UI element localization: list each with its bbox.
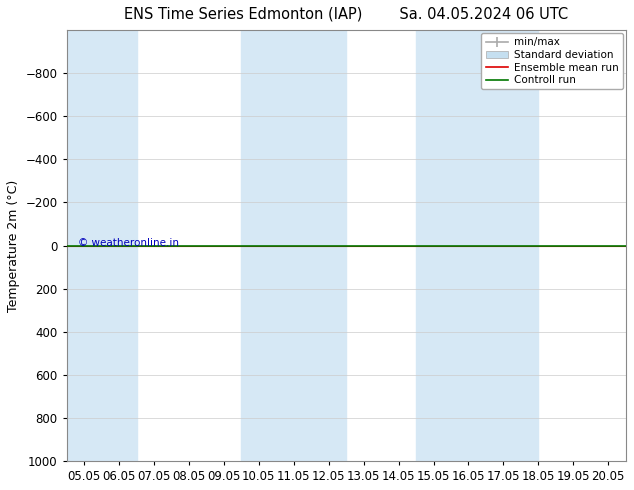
Bar — [416, 30, 538, 461]
Y-axis label: Temperature 2m (°C): Temperature 2m (°C) — [7, 179, 20, 312]
Bar — [67, 30, 136, 461]
Legend: min/max, Standard deviation, Ensemble mean run, Controll run: min/max, Standard deviation, Ensemble me… — [481, 33, 623, 89]
Title: ENS Time Series Edmonton (IAP)        Sa. 04.05.2024 06 UTC: ENS Time Series Edmonton (IAP) Sa. 04.05… — [124, 7, 568, 22]
Bar — [242, 30, 346, 461]
Text: © weatheronline.in: © weatheronline.in — [78, 239, 179, 248]
